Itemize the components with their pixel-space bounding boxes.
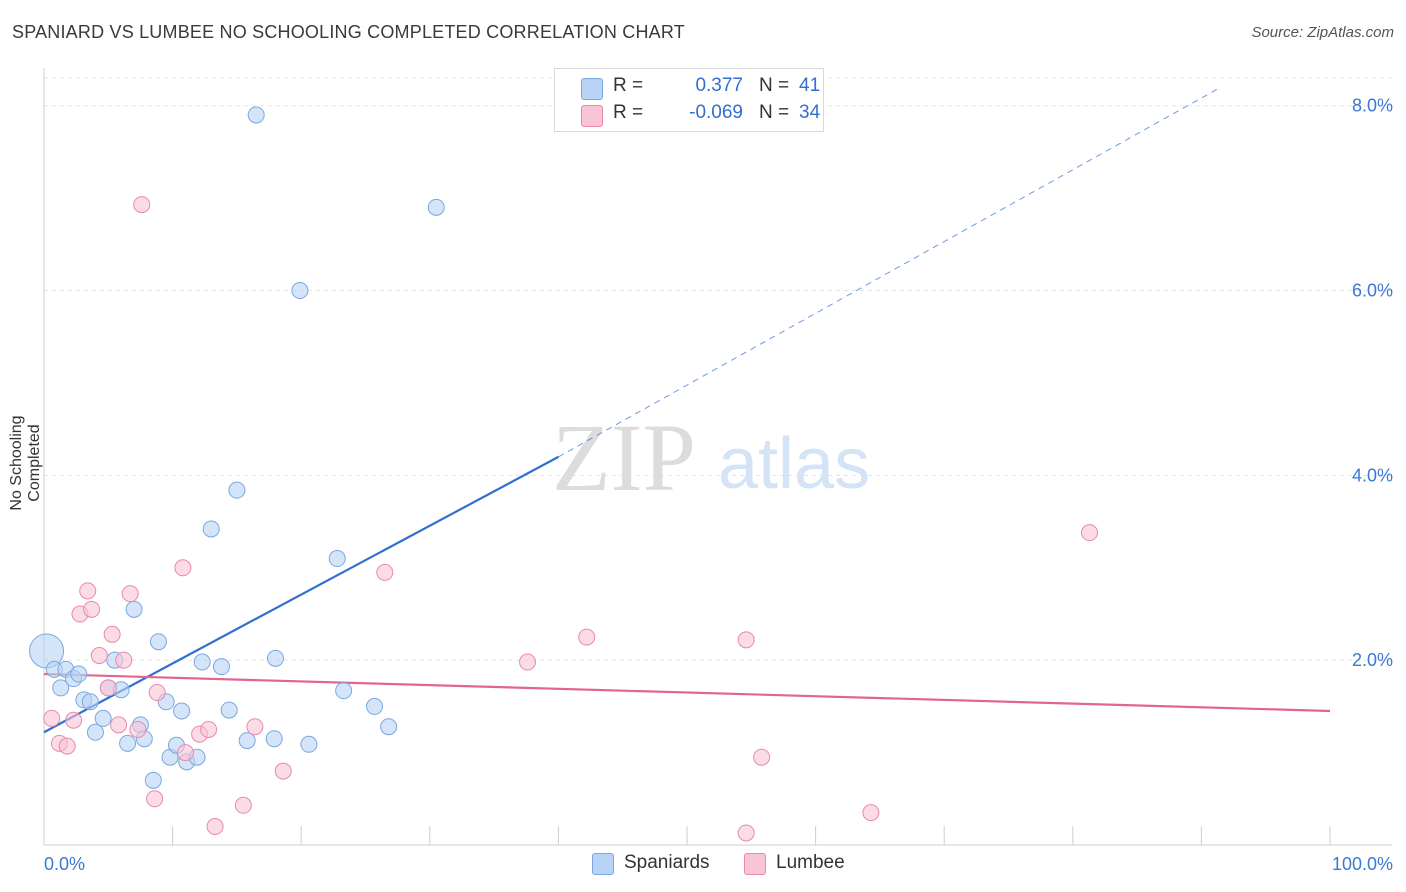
lumbee-trend-line [43,672,1331,713]
watermark: ZIP atlas [552,404,870,511]
y-tick-label: 8.0% [1352,96,1393,116]
spaniards-point [238,732,256,750]
lumbee-point [83,600,101,618]
lumbee-legend-label: Lumbee [776,852,845,873]
data-points [29,106,1099,842]
lumbee-point [129,720,147,738]
lumbee-point [578,628,596,646]
gridlines [44,77,1392,661]
legend-r-label: R = [613,75,644,96]
spaniards-point [366,697,384,715]
spaniards-trend-line [43,455,559,734]
legend-n-label: N = [759,102,790,123]
lumbee-point [121,585,139,603]
lumbee-point [148,684,166,702]
spaniards-point [300,735,318,753]
lumbee-point [146,790,164,808]
spaniards-point [94,709,112,727]
x-tick-label: 100.0% [1332,854,1393,874]
watermark-atlas: atlas [718,424,870,504]
lumbee-point [58,737,76,755]
spaniards-swatch [581,78,603,100]
spaniards-point [427,198,445,216]
lumbee-point [737,824,755,842]
lumbee-point [753,748,771,766]
lumbee-point [110,716,128,734]
spaniards-point [86,723,104,741]
spaniards-trend-extension [558,86,1221,458]
lumbee-point [43,709,61,727]
spaniards-point [149,633,167,651]
lumbee-point [133,196,151,214]
source-credit: Source: ZipAtlas.com [1251,24,1394,41]
spaniards-point [70,665,88,683]
spaniards-legend-swatch [592,853,614,875]
spaniards-point [220,701,238,719]
legend-n-value: 34 [799,102,821,123]
tick-labels: 2.0% 4.0% 6.0% 8.0% 0.0% 100.0% [44,96,1393,874]
spaniards-point [173,702,191,720]
correlation-legend: R = 0.377 N = 41 R = -0.069 N = 34 [554,68,824,132]
legend-r-value: 0.377 [695,75,743,96]
lumbee-legend-swatch [744,853,766,875]
watermark-zip: ZIP [552,404,696,511]
lumbee-point [174,559,192,577]
lumbee-point [234,796,252,814]
lumbee-point [115,651,133,669]
lumbee-point [737,631,755,649]
lumbee-point [519,653,537,671]
spaniards-legend-label: Spaniards [624,852,710,873]
lumbee-point [176,744,194,762]
spaniards-point [228,481,246,499]
lumbee-point [79,582,97,600]
lumbee-point [246,718,264,736]
spaniards-point [266,649,284,667]
legend-r-label: R = [613,102,644,123]
x-tick-label: 0.0% [44,854,85,874]
spaniards-point [125,600,143,618]
lumbee-point [103,625,121,643]
lumbee-point [90,647,108,665]
lumbee-point [376,563,394,581]
spaniards-point [202,520,220,538]
trend-lines [43,86,1331,734]
lumbee-point [200,720,218,738]
legend-n-value: 41 [799,75,821,96]
spaniards-point [247,106,265,124]
lumbee-point [274,762,292,780]
y-tick-label: 4.0% [1352,465,1393,485]
spaniards-point [328,550,346,568]
lumbee-point [862,804,880,822]
chart-title: SPANIARD VS LUMBEE NO SCHOOLING COMPLETE… [12,22,685,42]
spaniards-point [52,679,70,697]
spaniards-point [265,730,283,748]
lumbee-point [99,679,117,697]
legend-n-label: N = [759,75,790,96]
lumbee-point [1081,524,1099,542]
spaniards-point [212,658,230,676]
spaniards-point [144,771,162,789]
y-tick-label: 2.0% [1352,650,1393,670]
spaniards-point [193,653,211,671]
lumbee-point [65,711,83,729]
legend-r-value: -0.069 [689,102,743,123]
lumbee-point [206,818,224,836]
spaniards-point [335,682,353,700]
y-tick-label: 6.0% [1352,281,1393,301]
spaniards-point [119,734,137,752]
lumbee-swatch [581,105,603,127]
spaniards-point [380,718,398,736]
spaniards-point [81,693,99,711]
spaniards-point [291,282,309,300]
